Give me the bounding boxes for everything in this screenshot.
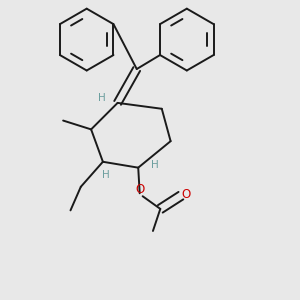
Text: O: O bbox=[182, 188, 191, 201]
Text: O: O bbox=[135, 183, 144, 196]
Text: H: H bbox=[102, 170, 110, 180]
Text: H: H bbox=[151, 160, 158, 170]
Text: H: H bbox=[98, 94, 105, 103]
